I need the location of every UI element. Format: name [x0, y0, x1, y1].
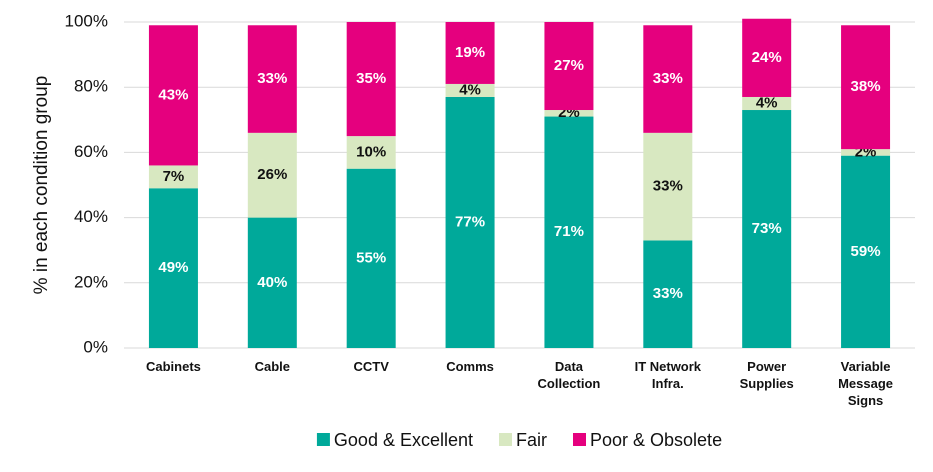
data-label: 55%: [356, 249, 386, 266]
y-tick-label: 20%: [74, 272, 108, 291]
x-tick-label: IT Network Infra.: [634, 359, 702, 391]
data-label: 7%: [163, 168, 185, 185]
bar-segment: [544, 110, 594, 117]
data-label: 73%: [752, 220, 782, 237]
bar-segment: [247, 217, 297, 348]
bar-segment: [742, 96, 792, 111]
data-label: 24%: [752, 49, 782, 66]
legend-label: Poor & Obsolete: [590, 430, 722, 450]
bar-segment: [445, 96, 495, 348]
legend-swatch: [573, 433, 586, 446]
bar-segment: [148, 188, 198, 348]
data-label: 38%: [851, 78, 881, 95]
bar-segment: [643, 132, 693, 241]
x-tick-label: Data Collection: [537, 359, 601, 391]
y-axis-label: % in each condition group: [31, 76, 52, 295]
x-tick-label: Variable Message Signs: [838, 359, 894, 408]
bar-segment: [643, 240, 693, 348]
bar-segment: [346, 22, 396, 137]
legend-swatch: [316, 433, 330, 446]
data-label: 10%: [356, 143, 386, 160]
bar-segment: [643, 25, 693, 133]
bar-segment: [445, 22, 495, 84]
data-label: 71%: [554, 223, 584, 240]
data-label: 19%: [455, 44, 485, 61]
bar-segment: [247, 25, 297, 133]
y-tick-label: 100%: [65, 11, 108, 30]
bar-segment: [148, 165, 198, 189]
legend-label: Good & Excellent: [334, 430, 473, 450]
bar-segment: [346, 168, 396, 348]
bar-segment: [742, 18, 792, 97]
bar-segment: [841, 149, 891, 156]
y-tick-label: 0%: [83, 337, 108, 356]
legend-label: Fair: [516, 430, 547, 450]
x-tick-label: CCTV: [353, 359, 389, 374]
data-label: 43%: [158, 86, 188, 103]
y-tick-label: 40%: [74, 207, 108, 226]
data-label: 49%: [158, 259, 188, 276]
data-label: 4%: [756, 94, 778, 111]
data-label: 33%: [653, 70, 683, 87]
bar-segment: [742, 110, 792, 349]
y-tick-label: 60%: [74, 142, 108, 161]
bar-segment: [544, 22, 594, 111]
data-label: 33%: [653, 178, 683, 195]
bar-segment: [346, 136, 396, 169]
x-tick-label: Power Supplies: [739, 359, 794, 391]
bar-segment: [544, 116, 594, 348]
y-tick-label: 80%: [74, 77, 108, 96]
data-label: 59%: [851, 243, 881, 260]
bar-segment: [445, 83, 495, 97]
x-tick-label: Cabinets: [145, 359, 201, 374]
data-label: 35%: [356, 70, 386, 87]
data-label: 77%: [455, 213, 485, 230]
legend-swatch: [499, 433, 512, 446]
data-label: 33%: [257, 70, 287, 87]
x-tick-label: Cable: [254, 359, 291, 374]
data-label: 33%: [653, 285, 683, 302]
data-label: 26%: [257, 166, 287, 183]
data-label: 40%: [257, 274, 287, 291]
x-tick-label: Comms: [446, 359, 494, 374]
data-label: 27%: [554, 57, 584, 74]
bar-segment: [247, 132, 297, 218]
bar-segment: [148, 25, 198, 166]
data-label: 4%: [459, 81, 481, 98]
bar-segment: [841, 155, 891, 348]
bar-segment: [841, 25, 891, 150]
